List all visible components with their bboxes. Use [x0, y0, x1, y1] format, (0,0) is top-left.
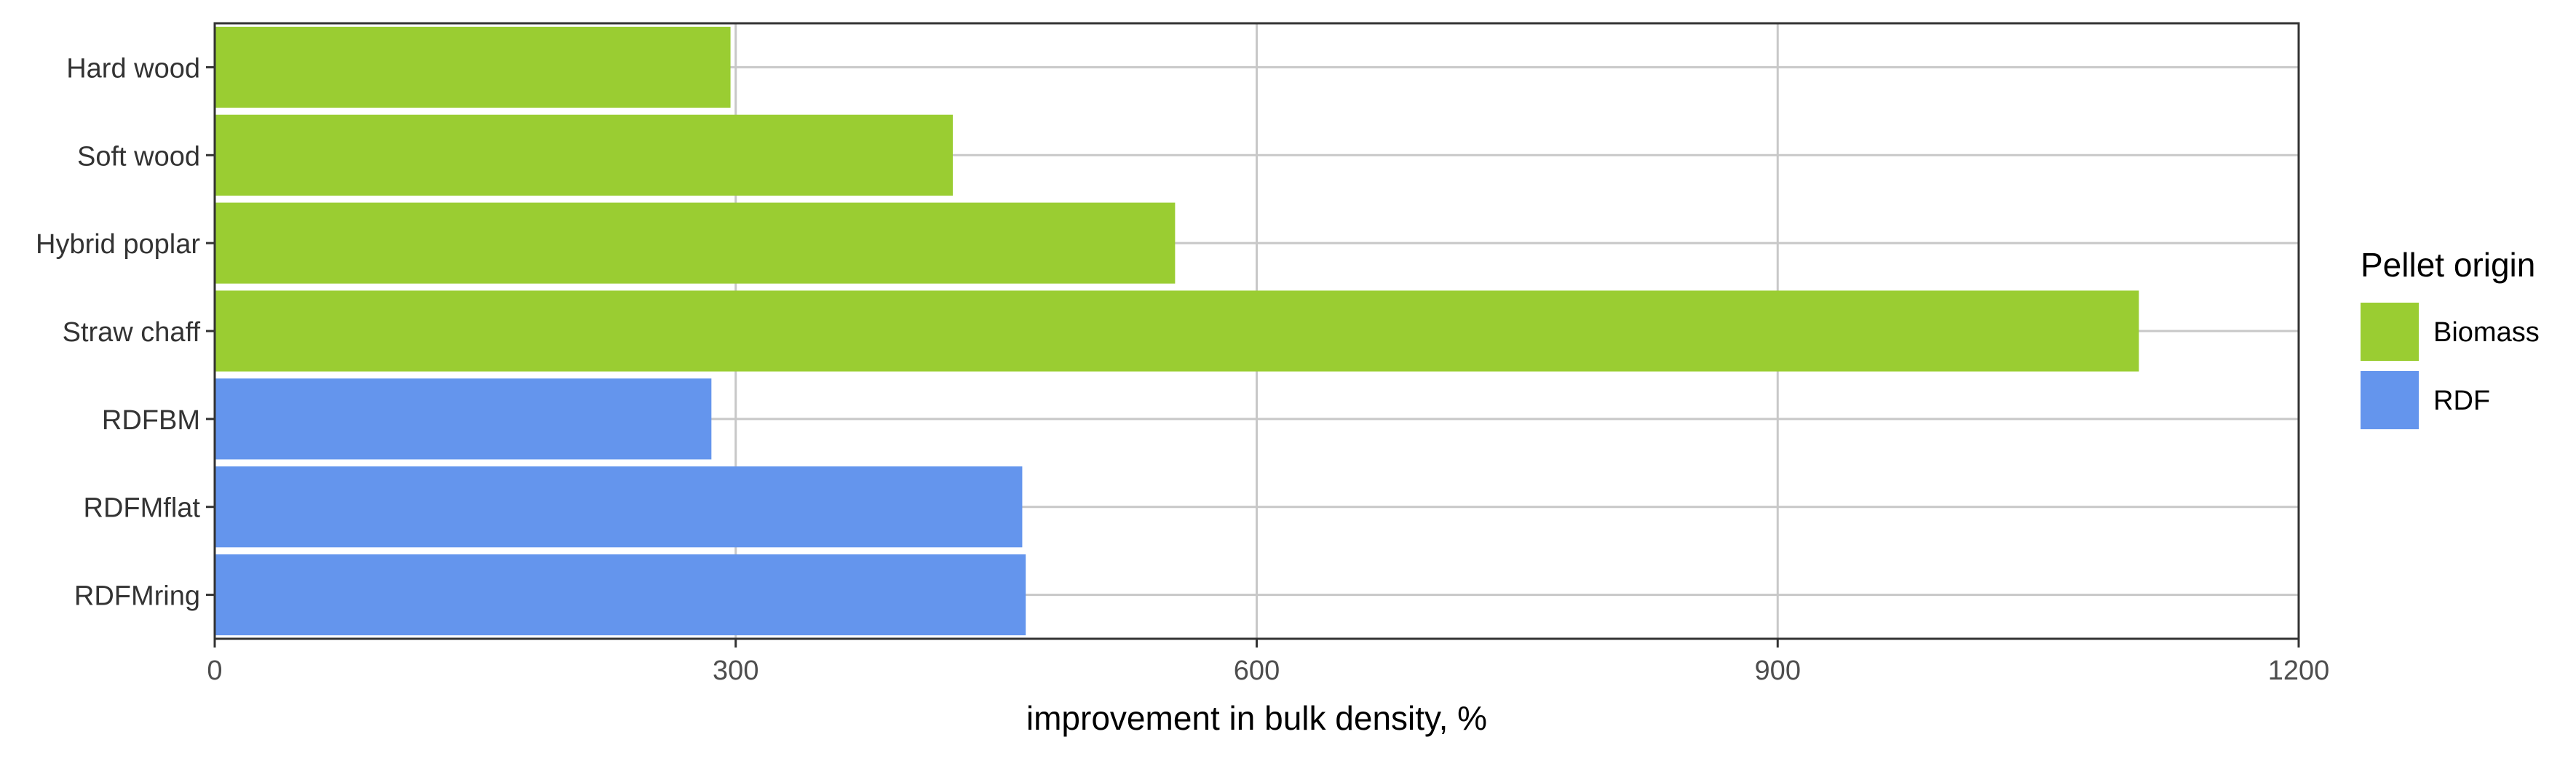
bars-layer	[215, 26, 2139, 636]
x-tick-label: 1200	[2268, 656, 2330, 686]
x-tick-label: 300	[713, 656, 758, 686]
legend: Pellet origin Biomass RDF	[2361, 246, 2540, 429]
y-tick-label: RDFMring	[74, 581, 200, 612]
y-tick-label: Straw chaff	[63, 317, 201, 348]
legend-key	[2361, 303, 2419, 361]
legend-title: Pellet origin	[2361, 246, 2535, 284]
legend-label: RDF	[2433, 386, 2490, 416]
bar	[215, 378, 712, 460]
bar	[215, 202, 1176, 284]
y-tick-label: RDFBM	[102, 405, 200, 436]
y-tick-label: RDFMflat	[84, 493, 201, 524]
y-tick-label: Hybrid poplar	[36, 229, 200, 260]
bar	[215, 554, 1026, 636]
x-tick-label: 600	[1234, 656, 1280, 686]
legend-key	[2361, 371, 2419, 429]
y-tick-label: Hard wood	[66, 53, 200, 84]
bar	[215, 466, 1023, 548]
x-tick-label: 900	[1755, 656, 1801, 686]
bar	[215, 26, 731, 108]
legend-label: Biomass	[2433, 317, 2540, 348]
axis-layer: Hard wood Soft wood Hybrid poplar Straw cha…	[36, 53, 2329, 686]
bar	[215, 290, 2139, 372]
bar	[215, 114, 953, 196]
y-tick-label: Soft wood	[77, 141, 200, 172]
x-axis-title: improvement in bulk density, %	[1026, 699, 1487, 737]
x-tick-label: 0	[207, 656, 222, 686]
